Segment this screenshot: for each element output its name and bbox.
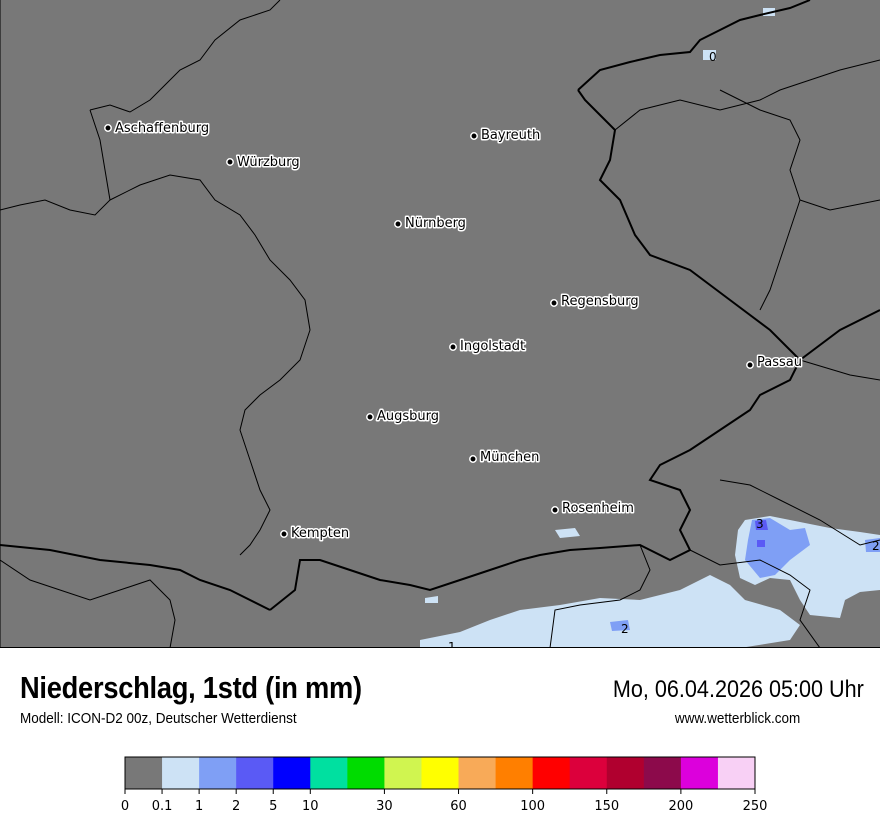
legend-color-box: [273, 757, 311, 789]
svg-text:Kempten: Kempten: [291, 526, 349, 541]
legend-color-box: [162, 757, 200, 789]
forecast-datetime: Mo, 06.04.2026 05:00 Uhr: [613, 676, 864, 703]
svg-text:Rosenheim: Rosenheim: [562, 501, 634, 516]
city-wuerzburg: Würzburg: [226, 154, 301, 172]
legend-color-box: [495, 757, 534, 789]
legend-color-box: [199, 757, 237, 789]
city-augsburg: Augsburg: [366, 408, 441, 426]
legend-tick-label: 150: [594, 799, 619, 814]
color-legend: 0 0.1 1 2 5 10 30 60 100 150 200 250: [121, 756, 768, 814]
city-passau: Passau: [746, 354, 803, 372]
legend-color-box: [680, 757, 719, 789]
contour-label: 2: [621, 622, 629, 636]
svg-text:Passau: Passau: [757, 355, 802, 370]
city-nuernberg: Nürnberg: [394, 215, 467, 233]
city-bayreuth: Bayreuth: [470, 127, 542, 145]
contour-label: 1: [448, 640, 456, 648]
legend-tick-label: 0: [121, 799, 129, 814]
precipitation-map: Aschaffenburg Würzburg Bayreuth Nürnberg…: [0, 0, 880, 648]
legend-color-box: [717, 757, 756, 789]
svg-text:Würzburg: Würzburg: [237, 155, 300, 170]
legend-frame: [124, 756, 756, 790]
legend-tick-label: 5: [269, 799, 277, 814]
city-markers: Aschaffenburg Würzburg Bayreuth Nürnberg…: [104, 120, 803, 543]
legend-color-box: [569, 757, 608, 789]
city-muenchen: München: [469, 449, 541, 467]
city-regensburg: Regensburg: [550, 293, 640, 311]
city-ingolstadt: Ingolstadt: [449, 338, 527, 356]
svg-text:Ingolstadt: Ingolstadt: [460, 339, 525, 354]
city-kempten: Kempten: [280, 525, 351, 543]
svg-text:Regensburg: Regensburg: [561, 294, 639, 309]
svg-text:Augsburg: Augsburg: [377, 409, 439, 424]
legend-tick-label: 2: [232, 799, 240, 814]
contour-label: 2: [872, 539, 880, 553]
legend-tick-label: 100: [520, 799, 545, 814]
svg-text:Bayreuth: Bayreuth: [481, 128, 540, 143]
legend-tick-label: 250: [743, 799, 768, 814]
svg-text:Aschaffenburg: Aschaffenburg: [115, 121, 209, 136]
state-borders: [0, 0, 880, 648]
legend-color-box: [236, 757, 274, 789]
city-aschaffenburg: Aschaffenburg: [104, 120, 211, 138]
legend-color-box: [347, 757, 385, 789]
website-link[interactable]: www.wetterblick.com: [674, 710, 800, 727]
legend-color-box: [384, 757, 422, 789]
map-title: Niederschlag, 1std (in mm): [20, 670, 362, 705]
legend-color-box: [421, 757, 460, 789]
legend-tick-label: 30: [376, 799, 393, 814]
legend-tick-label: 60: [450, 799, 467, 814]
contour-label: 3: [756, 517, 764, 531]
legend-tick-label: 0.1: [152, 799, 173, 814]
legend-tick-label: 200: [668, 799, 693, 814]
city-rosenheim: Rosenheim: [551, 500, 635, 518]
svg-text:Nürnberg: Nürnberg: [405, 216, 466, 231]
legend-color-box: [125, 757, 163, 789]
contour-label: 0: [709, 50, 717, 64]
map-background: [0, 0, 880, 648]
legend-tick-label: 1: [195, 799, 203, 814]
legend-color-box: [532, 757, 571, 789]
contour-labels: 0 3 2 2 1: [448, 50, 880, 648]
model-info: Modell: ICON-D2 00z, Deutscher Wetterdie…: [20, 710, 297, 727]
legend-color-box: [310, 757, 348, 789]
legend-color-box: [643, 757, 682, 789]
legend-color-box: [458, 757, 497, 789]
svg-text:München: München: [480, 450, 539, 465]
precipitation-areas-moderate: [610, 518, 880, 631]
country-borders: [0, 0, 880, 611]
legend-tick-label: 10: [302, 799, 319, 814]
precipitation-areas-heavy: [755, 520, 768, 547]
legend-color-box: [606, 757, 645, 789]
